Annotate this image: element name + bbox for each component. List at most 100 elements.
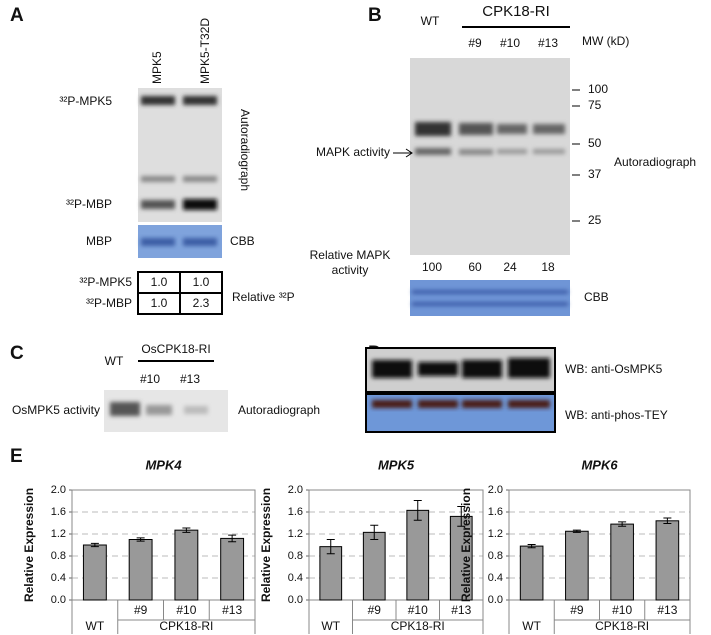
- error-bar: [618, 521, 627, 527]
- row-label: OsMPK5 activity: [12, 403, 100, 417]
- lane-label: MPK5-T32D: [198, 18, 212, 84]
- blot: [365, 393, 556, 433]
- error-bar: [527, 543, 536, 549]
- relative-value: 100: [422, 260, 442, 274]
- y-tick-label: 1.2: [51, 528, 66, 540]
- group-label: CPK18-RI: [595, 619, 649, 633]
- blot-label: WB: anti-phos-TEY: [565, 408, 668, 422]
- table-label: Relative ³²P: [232, 290, 295, 304]
- mw-marker: 25: [588, 213, 602, 227]
- x-tick-label: WT: [522, 619, 541, 633]
- lane-label: MPK5: [150, 51, 164, 84]
- x-tick-label: #9: [368, 603, 382, 617]
- y-axis-label: Relative Expression: [459, 488, 473, 602]
- bands: [141, 238, 217, 246]
- lane-label: #13: [538, 36, 558, 50]
- panel-letter: B: [368, 5, 382, 26]
- chart-title: MPK6: [581, 457, 618, 472]
- x-tick-label: #10: [176, 603, 196, 617]
- table-cell: 2.3: [193, 296, 210, 310]
- bar: [655, 520, 680, 601]
- lane-label: #10: [140, 372, 160, 386]
- y-tick-label: 0.4: [288, 572, 303, 584]
- bands: [412, 290, 568, 306]
- bar: [406, 509, 430, 601]
- band-label: ³²P-MBP: [66, 197, 112, 211]
- bar: [519, 545, 544, 601]
- table-cell: 1.0: [151, 296, 168, 310]
- y-tick-label: 1.2: [488, 528, 503, 540]
- y-tick-label: 1.6: [488, 506, 503, 518]
- group-label: CPK18-RI: [482, 3, 550, 20]
- relative-value: 60: [468, 260, 482, 274]
- bar: [565, 530, 589, 601]
- table: [137, 271, 223, 315]
- bands: [110, 402, 208, 416]
- lane-label: WT: [105, 354, 124, 368]
- group-label: CPK18-RI: [391, 619, 445, 633]
- x-tick-label: #10: [612, 603, 632, 617]
- bar: [362, 531, 386, 601]
- bands: [415, 122, 565, 155]
- x-tick-label: #9: [134, 603, 148, 617]
- error-bar: [228, 534, 237, 543]
- bands: [372, 358, 550, 378]
- x-tick-label: #10: [408, 603, 428, 617]
- error-bar: [370, 524, 379, 540]
- lane-label: #9: [468, 36, 482, 50]
- error-bar: [182, 527, 191, 533]
- panel-letter: E: [10, 446, 23, 467]
- blot-label: WB: anti-OsMPK5: [565, 362, 663, 376]
- error-bar: [136, 537, 145, 542]
- y-tick-label: 0.0: [488, 594, 503, 606]
- table-cell: ³²P-MPK5: [79, 275, 132, 289]
- error-bar: [663, 517, 672, 525]
- relative-label: Relative MAPK: [310, 248, 391, 262]
- arrow-label: MAPK activity: [316, 145, 390, 159]
- y-tick-label: 0.4: [488, 572, 503, 584]
- panel-letter: A: [10, 5, 24, 26]
- cbb-blot: [410, 280, 570, 316]
- error-bar: [326, 539, 335, 555]
- x-tick-label: #13: [451, 603, 471, 617]
- y-axis-label: Relative Expression: [259, 488, 273, 602]
- table-cell: 1.0: [193, 275, 210, 289]
- y-tick-label: 2.0: [488, 484, 503, 496]
- blot-label: CBB: [584, 290, 609, 304]
- relative-label: activity: [332, 263, 369, 277]
- blot-label: CBB: [230, 234, 255, 248]
- mw-label: MW (kD): [582, 34, 629, 48]
- blot-label: Autoradiograph: [238, 109, 252, 191]
- x-tick-label: WT: [321, 619, 340, 633]
- mw-marker: 50: [588, 136, 602, 150]
- x-tick-label: WT: [86, 619, 105, 633]
- lane-label: WT: [421, 14, 440, 28]
- bar: [220, 537, 245, 601]
- y-tick-label: 0.8: [488, 550, 503, 562]
- table-cell: 1.0: [151, 275, 168, 289]
- error-bar: [457, 506, 466, 527]
- mw-marker: 100: [588, 82, 608, 96]
- table-cell: ³²P-MBP: [86, 296, 132, 310]
- y-tick-label: 0.8: [51, 550, 66, 562]
- y-tick-label: 0.0: [288, 594, 303, 606]
- panel-letter: C: [10, 343, 24, 364]
- y-tick-label: 0.4: [51, 572, 66, 584]
- chart-title: MPK4: [145, 457, 182, 472]
- y-tick-label: 2.0: [51, 484, 66, 496]
- group-label: OsCPK18-RI: [141, 342, 210, 356]
- bar: [128, 539, 153, 601]
- error-bar: [90, 542, 99, 548]
- y-tick-label: 1.6: [51, 506, 66, 518]
- x-tick-label: #13: [657, 603, 677, 617]
- y-tick-label: 1.6: [288, 506, 303, 518]
- band-label: ³²P-MPK5: [59, 94, 112, 108]
- blot-label: Autoradiograph: [614, 155, 696, 169]
- x-tick-label: #9: [570, 603, 584, 617]
- error-bar: [572, 529, 581, 533]
- chart-title: MPK5: [378, 457, 415, 472]
- y-axis-label: Relative Expression: [22, 488, 36, 602]
- mw-ticks: [572, 89, 580, 222]
- mw-marker: 37: [588, 167, 602, 181]
